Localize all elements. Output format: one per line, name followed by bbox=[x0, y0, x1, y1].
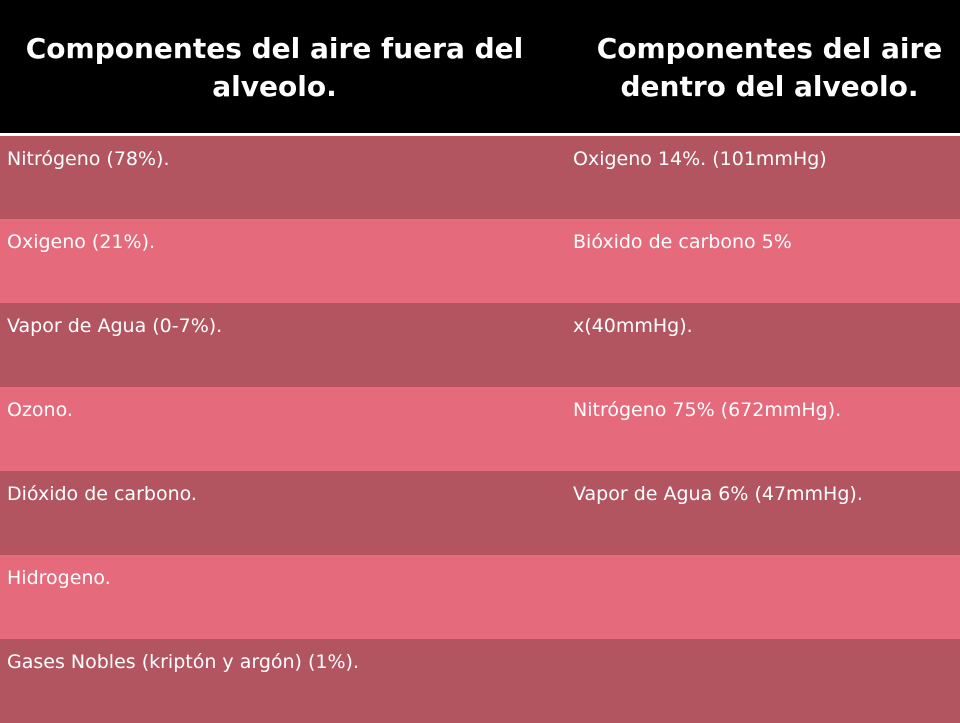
cell-text: Nitrógeno (78%). bbox=[7, 148, 170, 170]
cell-outside: Gases Nobles (kriptón y argón) (1%). bbox=[0, 638, 565, 723]
cell-outside: Hidrogeno. bbox=[0, 554, 565, 639]
cell-text: Vapor de Agua 6% (47mmHg). bbox=[573, 482, 863, 505]
cell-text: Hidrogeno. bbox=[7, 566, 111, 589]
cell-text: Oxigeno (21%). bbox=[7, 230, 156, 253]
cell-outside: Vapor de Agua (0-7%). bbox=[0, 302, 565, 387]
cell-outside: Ozono. bbox=[0, 386, 565, 471]
table-row: Gases Nobles (kriptón y argón) (1%). bbox=[0, 638, 960, 723]
cell-text bbox=[573, 555, 960, 567]
cell-inside bbox=[565, 554, 960, 639]
cell-text: Nitrógeno 75% (672mmHg). bbox=[573, 398, 842, 421]
table-row: Dióxido de carbono. Vapor de Agua 6% (47… bbox=[0, 470, 960, 555]
cell-inside: x(40mmHg). bbox=[565, 302, 960, 387]
cell-text bbox=[573, 639, 960, 651]
cell-outside: Nitrógeno (78%). bbox=[0, 134, 565, 219]
table-row: Ozono. Nitrógeno 75% (672mmHg). bbox=[0, 386, 960, 471]
cell-text: Dióxido de carbono. bbox=[7, 482, 197, 505]
header-outside-alveolus: Componentes del aire fuera del alveolo. bbox=[0, 0, 565, 136]
cell-inside bbox=[565, 638, 960, 723]
table-header: Componentes del aire fuera del alveolo. … bbox=[0, 0, 960, 136]
cell-inside: Bióxido de carbono 5% bbox=[565, 218, 960, 303]
table-row: Vapor de Agua (0-7%). x(40mmHg). bbox=[0, 302, 960, 387]
cell-inside: Vapor de Agua 6% (47mmHg). bbox=[565, 470, 960, 555]
table-row: Oxigeno (21%). Bióxido de carbono 5% bbox=[0, 218, 960, 303]
table-body: Nitrógeno (78%). Oxigeno 14%. (101mmHg) … bbox=[0, 134, 960, 723]
cell-text: Vapor de Agua (0-7%). bbox=[7, 314, 223, 337]
header-inside-alveolus: Componentes del aire dentro del alveolo. bbox=[565, 0, 960, 136]
cell-inside: Nitrógeno 75% (672mmHg). bbox=[565, 386, 960, 471]
header-row: Componentes del aire fuera del alveolo. … bbox=[0, 0, 960, 136]
cell-text: Oxigeno 14%. (101mmHg) bbox=[573, 148, 827, 170]
table-row: Hidrogeno. bbox=[0, 554, 960, 639]
cell-text: Gases Nobles (kriptón y argón) (1%). bbox=[7, 650, 360, 673]
table-row: Nitrógeno (78%). Oxigeno 14%. (101mmHg) bbox=[0, 134, 960, 219]
cell-text: x(40mmHg). bbox=[573, 314, 693, 337]
cell-outside: Dióxido de carbono. bbox=[0, 470, 565, 555]
cell-text: Ozono. bbox=[7, 398, 73, 421]
cell-inside: Oxigeno 14%. (101mmHg) bbox=[565, 134, 960, 219]
cell-text: Bióxido de carbono 5% bbox=[573, 230, 792, 253]
cell-outside: Oxigeno (21%). bbox=[0, 218, 565, 303]
